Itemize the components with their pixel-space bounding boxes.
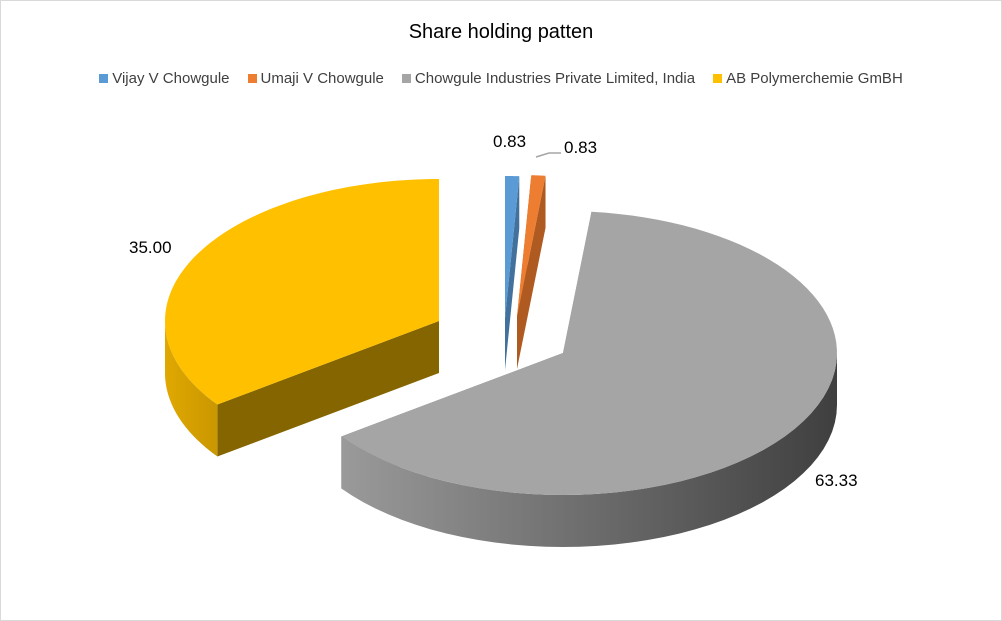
slice-ab-polymerchemie-side-wall <box>165 321 218 457</box>
data-label-ab-polymerchemie: 35.00 <box>129 238 172 257</box>
leader-line <box>535 152 561 158</box>
data-label-chowgule-industries: 63.33 <box>815 471 858 490</box>
legend-item-ab-polymerchemie: AB Polymerchemie GmBH <box>713 70 903 87</box>
legend-label: Umaji V Chowgule <box>260 70 384 87</box>
legend-label: Chowgule Industries Private Limited, Ind… <box>414 70 696 87</box>
legend-swatch <box>247 74 257 83</box>
slice-chowgule-industries-top[interactable] <box>341 211 837 495</box>
chart-title: Share holding patten <box>408 21 594 43</box>
legend-item-umaji: Umaji V Chowgule <box>247 70 384 87</box>
slice-ab-polymerchemie-cut-face <box>217 321 439 457</box>
legend-label: Vijay V Chowgule <box>112 70 230 87</box>
legend: Vijay V Chowgule Umaji V Chowgule Chowgu… <box>1 70 1001 87</box>
slice-umaji-top[interactable] <box>517 175 546 317</box>
data-label-umaji: 0.83 <box>564 138 598 157</box>
legend-swatch <box>99 74 109 83</box>
legend-swatch <box>401 74 411 83</box>
slice-vijay-cut-face <box>505 176 520 370</box>
slice-chowgule-industries-side-wall <box>341 353 837 547</box>
legend-item-vijay: Vijay V Chowgule <box>99 70 230 87</box>
data-label-vijay: 0.83 <box>493 132 527 151</box>
legend-item-chowgule-industries: Chowgule Industries Private Limited, Ind… <box>401 70 696 87</box>
legend-swatch <box>713 74 723 83</box>
slice-umaji-cut-face <box>517 175 546 369</box>
slice-ab-polymerchemie-top[interactable] <box>165 179 439 405</box>
legend-label: AB Polymerchemie GmBH <box>726 70 903 87</box>
slice-vijay-top[interactable] <box>505 176 520 318</box>
